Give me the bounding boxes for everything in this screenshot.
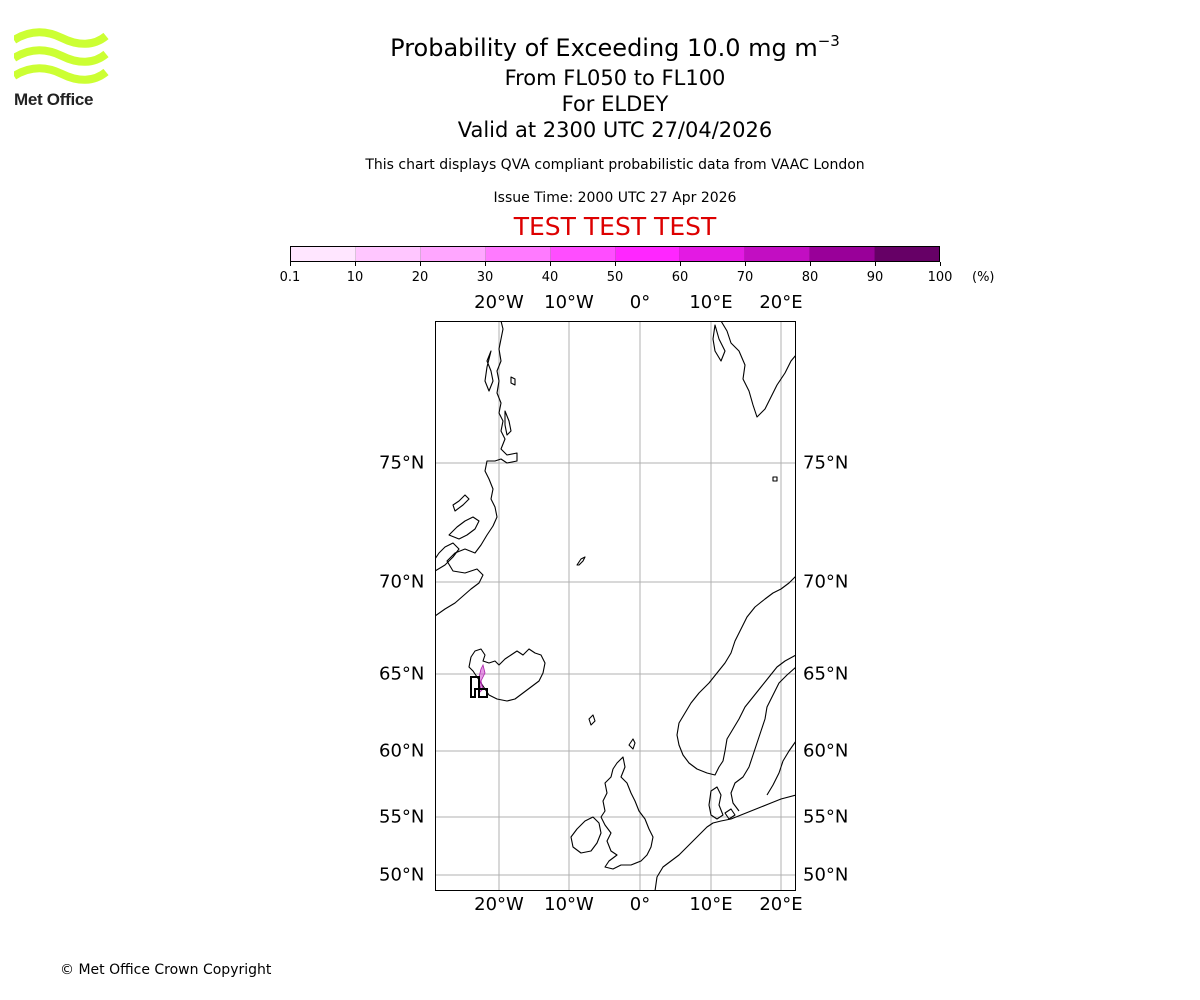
lat-label-right: 70°N [803, 571, 849, 593]
lon-label-top: 0° [629, 292, 651, 313]
coast-greenland-fjords [448, 516, 480, 540]
lat-label-left: 60°N [379, 740, 425, 762]
logo-text: Met Office [14, 90, 94, 109]
coast-continent [654, 794, 796, 891]
lat-label-right: 75°N [803, 452, 849, 474]
colorbar-segment [875, 247, 940, 261]
eldey-outline [470, 676, 488, 698]
colorbar-segment [291, 247, 356, 261]
title-line-1: Probability of Exceeding 10.0 mg m−3 [390, 32, 840, 62]
lon-label-bottom: 20°E [759, 894, 803, 915]
met-office-waves-icon [11, 28, 109, 84]
lat-label-right: 60°N [803, 740, 849, 762]
coast-shetland [628, 738, 636, 750]
colorbar-ticks: 0.1 10 20 30 40 50 60 70 80 90 100 [0, 262, 1200, 292]
colorbar-tick-label: 0.1 [279, 270, 301, 285]
colorbar-tick-label: 100 [927, 270, 953, 285]
coast-jan-mayen [576, 556, 586, 566]
issue-time: Issue Time: 2000 UTC 27 Apr 2026 [493, 190, 737, 206]
map-frame [435, 321, 796, 891]
lon-label-bottom: 10°E [689, 894, 733, 915]
lat-label-right: 65°N [803, 663, 849, 685]
map-panel [435, 321, 796, 891]
colorbar-unit: (%) [972, 270, 995, 285]
lat-label-left: 50°N [379, 864, 425, 886]
colorbar-segment [615, 247, 681, 261]
test-banner: TEST TEST TEST [513, 212, 717, 241]
title-line-4: Valid at 2300 UTC 27/04/2026 [457, 118, 773, 142]
lon-label-top: 10°W [544, 292, 594, 313]
colorbar-tick-mark [615, 262, 616, 266]
colorbar-tick-mark [810, 262, 811, 266]
colorbar-segment [680, 247, 746, 261]
colorbar-tick-mark [940, 262, 941, 266]
colorbar-tick-mark [485, 262, 486, 266]
lon-label-bottom: 10°W [544, 894, 594, 915]
colorbar-tick-mark [290, 262, 291, 266]
title-line-3: For ELDEY [561, 92, 669, 116]
lat-label-left: 70°N [379, 571, 425, 593]
colorbar-tick-label: 70 [736, 270, 754, 285]
chart-subtitle: This chart displays QVA compliant probab… [365, 157, 865, 173]
coast-greenland [435, 321, 518, 617]
colorbar-segment [485, 247, 551, 261]
coast-greenland-fjords [504, 410, 512, 436]
chart-title: Probability of Exceeding 10.0 mg m−3 Fro… [300, 24, 930, 143]
colorbar-tick-label: 60 [671, 270, 689, 285]
coast-svalbard [720, 321, 796, 418]
coast-faroe [588, 714, 596, 726]
colorbar-segment [550, 247, 616, 261]
coast-svalbard-west [712, 324, 726, 362]
met-office-logo: Met Office [11, 28, 110, 114]
ash-plume [470, 663, 488, 698]
colorbar-tick-label: 80 [801, 270, 819, 285]
lon-label-top: 20°E [759, 292, 803, 313]
lat-label-right: 55°N [803, 806, 849, 828]
lat-label-left: 75°N [379, 452, 425, 474]
lon-label-top: 10°E [689, 292, 733, 313]
colorbar-tick-label: 10 [346, 270, 364, 285]
colorbar-tick-mark [420, 262, 421, 266]
coast-ireland [570, 816, 602, 854]
colorbar-tick-mark [355, 262, 356, 266]
colorbar-tick-label: 50 [606, 270, 624, 285]
colorbar-tick-mark [875, 262, 876, 266]
title-line-2: From FL050 to FL100 [504, 66, 726, 90]
colorbar-tick-mark [550, 262, 551, 266]
coast-bear-island [772, 476, 778, 482]
title-exponent: −3 [817, 32, 840, 50]
coast-greenland-fjords [484, 350, 494, 392]
coast-islet [510, 376, 516, 386]
colorbar-tick-label: 30 [476, 270, 494, 285]
coast-greenland-fjords [435, 542, 460, 572]
colorbar-tick-label: 20 [411, 270, 429, 285]
colorbar-tick-mark [745, 262, 746, 266]
map-background [435, 321, 796, 891]
colorbar-tick-mark [680, 262, 681, 266]
colorbar [290, 246, 940, 262]
lat-label-right: 50°N [803, 864, 849, 886]
coast-norway [676, 575, 796, 776]
colorbar-segment [420, 247, 486, 261]
lon-label-bottom: 0° [629, 894, 651, 915]
coast-greenland-fjords [452, 494, 470, 512]
coast-denmark [708, 786, 724, 820]
lat-label-left: 55°N [379, 806, 425, 828]
colorbar-segment [810, 247, 876, 261]
coast-baltic [766, 740, 796, 796]
colorbar-tick-label: 40 [541, 270, 559, 285]
colorbar-tick-label: 90 [866, 270, 884, 285]
lon-label-top: 20°W [474, 292, 524, 313]
lon-label-bottom: 20°W [474, 894, 524, 915]
colorbar-segment [355, 247, 421, 261]
coast-danish-isles [724, 808, 736, 820]
copyright: © Met Office Crown Copyright [60, 962, 272, 978]
lat-label-left: 65°N [379, 663, 425, 685]
coastlines [435, 321, 796, 891]
coast-sweden-finland [730, 666, 796, 812]
coast-great-britain [600, 756, 654, 870]
colorbar-segment [745, 247, 811, 261]
